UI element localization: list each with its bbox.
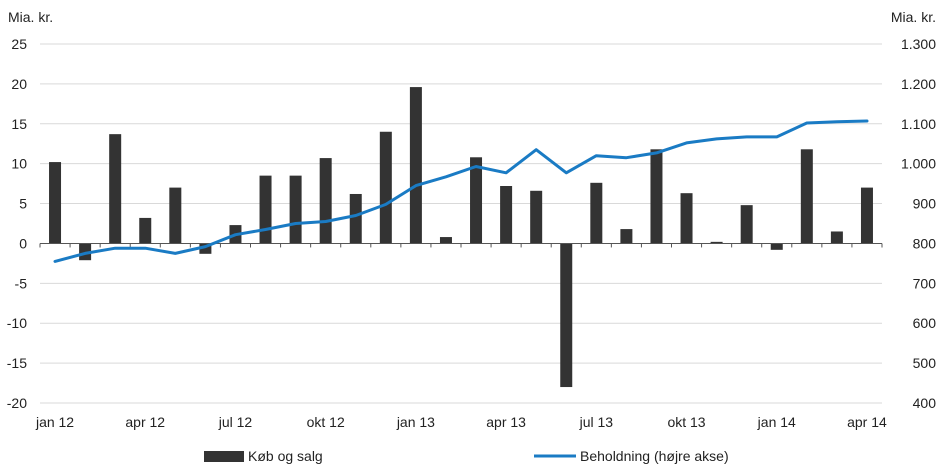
- bar: [560, 243, 573, 388]
- bar-series-koeb-og-salg: [49, 87, 873, 388]
- bar: [830, 231, 843, 244]
- right-tick-label: 600: [913, 315, 937, 331]
- grid-lines: [40, 43, 882, 404]
- bar: [79, 243, 92, 261]
- left-tick-label: 5: [19, 196, 27, 212]
- bar: [590, 182, 603, 244]
- x-tick-label: jul 12: [218, 414, 253, 430]
- bar: [680, 193, 693, 244]
- left-tick-label: -20: [7, 395, 27, 411]
- bar: [620, 229, 633, 244]
- bar: [409, 87, 422, 244]
- x-tick-label: apr 14: [847, 414, 887, 430]
- bar: [319, 158, 332, 244]
- bar: [710, 241, 723, 244]
- bar: [49, 162, 62, 244]
- x-tick-label: okt 13: [667, 414, 705, 430]
- legend: Køb og salg Beholdning (højre akse): [204, 448, 729, 464]
- bar: [770, 243, 783, 250]
- bar: [439, 237, 452, 244]
- bar: [199, 243, 212, 254]
- x-axis-labels: jan 12 apr 12 jul 12 okt 12 jan 13 apr 13 jul …: [35, 414, 887, 430]
- right-tick-label: 900: [913, 196, 937, 212]
- x-tick-label: jan 14: [757, 414, 796, 430]
- left-tick-label: 0: [19, 235, 27, 251]
- left-tick-label: -5: [15, 275, 28, 291]
- left-tick-label: 20: [11, 76, 27, 92]
- right-tick-label: 1.300: [901, 36, 936, 52]
- bar: [740, 205, 753, 244]
- right-tick-label: 1.000: [901, 156, 936, 172]
- right-tick-label: 1.100: [901, 116, 936, 132]
- x-tick-label: apr 12: [125, 414, 165, 430]
- right-tick-label: 1.200: [901, 76, 936, 92]
- left-tick-label: 15: [11, 116, 27, 132]
- x-tick-label: jan 12: [35, 414, 74, 430]
- left-axis-unit: Mia. kr.: [8, 9, 53, 25]
- right-tick-label: 800: [913, 235, 937, 251]
- x-tick-label: jan 13: [396, 414, 435, 430]
- bar: [169, 187, 182, 244]
- right-tick-label: 500: [913, 355, 937, 371]
- left-tick-label: 10: [11, 156, 27, 172]
- bar: [349, 193, 362, 244]
- bar: [800, 149, 813, 244]
- right-axis-unit: Mia. kr.: [891, 9, 936, 25]
- left-axis-labels: -20 -15 -10 -5 0 5 10 15 20 25: [7, 36, 27, 411]
- right-tick-label: 700: [913, 275, 937, 291]
- x-tick-label: okt 12: [307, 414, 345, 430]
- x-tick-label: jul 13: [579, 414, 614, 430]
- left-tick-label: -10: [7, 315, 27, 331]
- bar: [860, 187, 873, 244]
- x-tick-label: apr 13: [486, 414, 526, 430]
- right-axis-labels: 400 500 600 700 800 900 1.000 1.100 1.200 1.300: [901, 36, 936, 411]
- legend-label-koeb-og-salg: Køb og salg: [248, 448, 323, 464]
- bar: [109, 134, 122, 244]
- left-tick-label: 25: [11, 36, 27, 52]
- bar: [139, 217, 152, 244]
- legend-swatch-koeb-og-salg: [204, 451, 244, 462]
- bar: [650, 149, 663, 244]
- bar: [530, 190, 543, 244]
- legend-label-beholdning: Beholdning (højre akse): [580, 448, 729, 464]
- bar: [470, 157, 483, 244]
- left-tick-label: -15: [7, 355, 27, 371]
- bar: [500, 186, 513, 244]
- line-series-beholdning: [53, 119, 869, 263]
- bar: [259, 175, 272, 244]
- right-tick-label: 400: [913, 395, 937, 411]
- bar: [379, 131, 392, 244]
- bar: [289, 175, 302, 244]
- x-axis-ticks: [39, 243, 883, 248]
